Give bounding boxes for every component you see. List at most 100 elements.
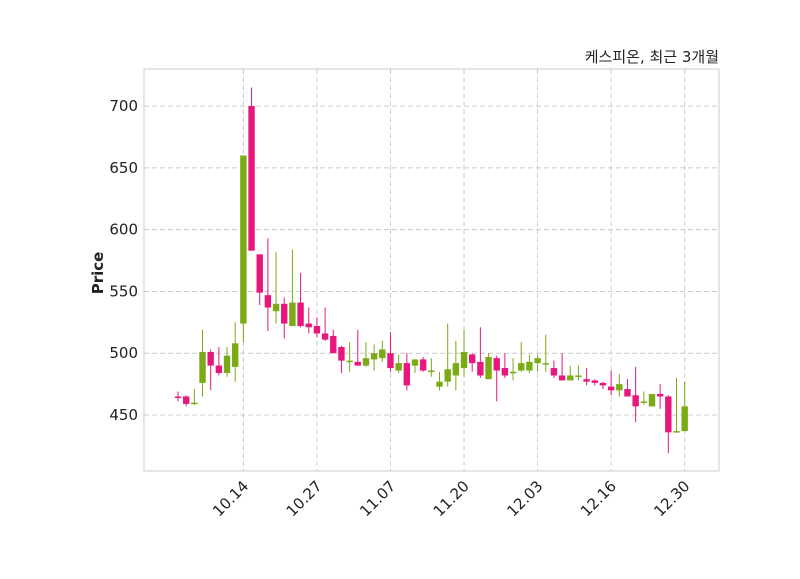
candle-body bbox=[240, 155, 247, 324]
candle-body bbox=[526, 361, 533, 371]
x-tick-label: 12.03 bbox=[503, 477, 546, 520]
candle-body bbox=[558, 375, 566, 381]
candle-up bbox=[567, 365, 574, 381]
x-tick-label: 10.14 bbox=[209, 477, 252, 520]
candle-body bbox=[395, 363, 402, 371]
candle-body bbox=[567, 375, 574, 381]
plot-frame bbox=[143, 68, 720, 472]
candle-up bbox=[428, 358, 435, 377]
candle-body bbox=[330, 335, 337, 354]
candle-body bbox=[379, 349, 386, 359]
candle-down bbox=[583, 368, 590, 386]
candle-up bbox=[681, 381, 688, 432]
candle-body bbox=[281, 303, 288, 324]
candle-body bbox=[477, 361, 484, 376]
candle-body bbox=[624, 389, 631, 397]
candle-up bbox=[362, 342, 370, 367]
candle-body bbox=[468, 354, 476, 364]
candle-body bbox=[370, 353, 378, 360]
candle-body bbox=[681, 406, 688, 432]
candle-body bbox=[248, 106, 255, 251]
candle-body bbox=[616, 384, 623, 391]
candle-up bbox=[509, 358, 517, 381]
candle-body bbox=[501, 368, 509, 376]
candle-body bbox=[362, 358, 370, 366]
candle-body bbox=[207, 351, 214, 366]
candle-up bbox=[485, 353, 492, 380]
candle-up bbox=[648, 394, 656, 407]
candle-body bbox=[599, 382, 607, 386]
candle-up bbox=[526, 354, 533, 374]
chart-title: 케스피온, 최근 3개월 bbox=[585, 48, 719, 66]
candle-body bbox=[387, 353, 394, 369]
candle-body bbox=[648, 394, 656, 407]
candle-down bbox=[591, 379, 598, 386]
candle-up bbox=[199, 329, 206, 397]
grid-lines bbox=[144, 69, 719, 471]
candle-down bbox=[313, 317, 321, 338]
candle-up bbox=[673, 377, 680, 433]
candle-up bbox=[411, 359, 419, 374]
x-tick-label: 12.30 bbox=[650, 477, 693, 520]
y-tick-label: 550 bbox=[109, 282, 138, 300]
candle-body bbox=[297, 302, 304, 327]
candle-up bbox=[379, 340, 386, 362]
candle-down bbox=[174, 391, 182, 402]
candle-body bbox=[493, 358, 500, 371]
candle-up bbox=[452, 340, 460, 391]
candle-up bbox=[616, 374, 623, 397]
candle-down bbox=[281, 297, 288, 339]
candle-body bbox=[419, 359, 427, 371]
candle-up bbox=[534, 354, 541, 372]
candle-body bbox=[436, 381, 443, 387]
candle-down bbox=[354, 329, 361, 366]
candle-down bbox=[182, 395, 190, 407]
candle-body bbox=[583, 379, 590, 382]
candle-body bbox=[534, 358, 541, 364]
candle-up bbox=[518, 342, 525, 372]
candle-body bbox=[256, 254, 263, 293]
candle-up bbox=[370, 344, 378, 371]
y-tick-label: 650 bbox=[109, 159, 138, 177]
candle-down bbox=[305, 307, 312, 334]
candle-down bbox=[321, 307, 329, 341]
candle-body bbox=[182, 396, 190, 404]
candle-down bbox=[599, 381, 607, 390]
candle-body bbox=[575, 375, 582, 377]
candle-body bbox=[354, 361, 361, 366]
candle-body bbox=[444, 369, 451, 382]
candle-down bbox=[248, 87, 255, 251]
candle-down bbox=[493, 355, 500, 402]
candle-down bbox=[468, 353, 476, 372]
candle-down bbox=[297, 272, 304, 328]
candle-body bbox=[199, 351, 206, 383]
y-tick-label: 700 bbox=[109, 97, 138, 115]
candle-body bbox=[673, 431, 680, 433]
candle-up bbox=[575, 365, 582, 381]
candle-down bbox=[264, 238, 272, 331]
y-tick-label: 500 bbox=[109, 344, 138, 362]
candle-down bbox=[501, 353, 509, 378]
candle-body bbox=[640, 401, 648, 403]
candle-down bbox=[550, 360, 558, 378]
candle-up bbox=[223, 347, 231, 377]
candle-body bbox=[591, 380, 598, 383]
candle-down bbox=[403, 353, 411, 391]
x-tick-label: 12.16 bbox=[577, 477, 620, 520]
candle-body bbox=[403, 363, 411, 386]
candle-down bbox=[607, 370, 615, 396]
candle-body bbox=[509, 371, 517, 374]
candle-body bbox=[191, 402, 198, 405]
candle-body bbox=[215, 365, 223, 374]
candle-down bbox=[558, 353, 566, 381]
x-axis-ticks: 10.14 10.27 11.07 11.20 12.03 12.16 12.30 bbox=[209, 477, 693, 520]
candle-body bbox=[321, 333, 329, 340]
y-tick-label: 450 bbox=[109, 406, 138, 424]
candle-body bbox=[632, 395, 639, 407]
candle-body bbox=[223, 355, 231, 374]
candle-up bbox=[444, 323, 451, 387]
candle-body bbox=[460, 351, 468, 369]
candle-body bbox=[452, 363, 460, 376]
